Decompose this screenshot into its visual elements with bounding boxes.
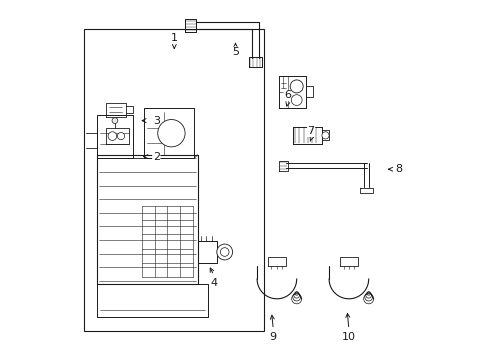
Circle shape <box>108 132 117 140</box>
Bar <box>84 29 264 331</box>
Text: 10: 10 <box>341 332 355 342</box>
Circle shape <box>117 132 124 140</box>
Circle shape <box>112 118 118 123</box>
Text: 2: 2 <box>152 152 160 162</box>
Circle shape <box>220 248 228 256</box>
Circle shape <box>321 132 328 139</box>
Text: 6: 6 <box>284 90 291 100</box>
Text: 7: 7 <box>307 126 314 136</box>
Circle shape <box>289 80 303 93</box>
Text: 3: 3 <box>152 116 160 126</box>
Text: 9: 9 <box>269 332 276 342</box>
Circle shape <box>291 95 302 105</box>
Text: 5: 5 <box>231 47 239 57</box>
Circle shape <box>216 244 232 260</box>
Text: 1: 1 <box>170 33 178 43</box>
Circle shape <box>158 120 185 147</box>
Text: 4: 4 <box>210 278 217 288</box>
Text: 8: 8 <box>395 164 402 174</box>
